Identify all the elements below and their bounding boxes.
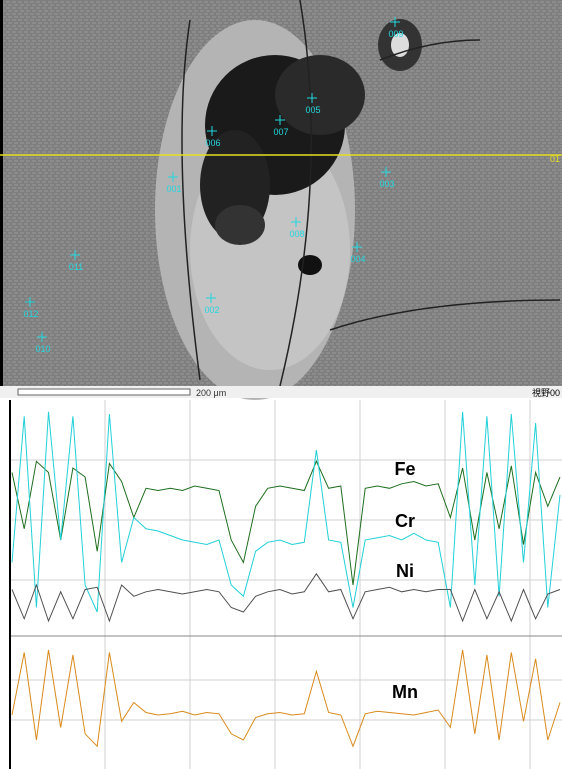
point-marker: 005 bbox=[305, 93, 321, 115]
point-marker: 001 bbox=[166, 172, 182, 194]
profile-line bbox=[11, 649, 561, 748]
point-marker: 004 bbox=[350, 242, 366, 264]
sem-image bbox=[0, 0, 562, 400]
field-label: 視野00 bbox=[532, 387, 560, 398]
profile-grid bbox=[9, 400, 562, 769]
profile-line bbox=[11, 460, 561, 586]
point-marker: 007 bbox=[273, 115, 289, 137]
element-label: Cr bbox=[395, 511, 415, 531]
scan-line-label: 01 bbox=[550, 154, 560, 164]
point-label: 004 bbox=[350, 254, 365, 264]
point-marker: 012 bbox=[23, 297, 39, 319]
profile-line bbox=[11, 572, 561, 623]
element-label: Fe bbox=[394, 459, 415, 479]
point-marker: 006 bbox=[205, 126, 221, 148]
point-label: 005 bbox=[305, 105, 320, 115]
point-marker: 003 bbox=[379, 167, 395, 189]
profile-line bbox=[11, 411, 561, 613]
point-label: 009 bbox=[388, 29, 403, 39]
point-label: 002 bbox=[204, 305, 219, 315]
profiles: Fe Cr Ni Mn bbox=[11, 411, 561, 748]
point-label: 006 bbox=[205, 138, 220, 148]
point-marker: 008 bbox=[289, 217, 305, 239]
element-label: Mn bbox=[392, 682, 418, 702]
point-label: 012 bbox=[23, 309, 38, 319]
point-marker: 002 bbox=[204, 293, 220, 315]
point-label: 010 bbox=[35, 344, 50, 354]
point-label: 007 bbox=[273, 127, 288, 137]
point-marker: 009 bbox=[388, 17, 404, 39]
point-label: 011 bbox=[69, 262, 83, 272]
points: 009 005 007 006 003 001 008 004 011 002 012 010 bbox=[23, 17, 404, 354]
point-label: 003 bbox=[379, 179, 394, 189]
scale-bar-label: 200 μm bbox=[196, 388, 226, 398]
point-marker: 010 bbox=[35, 332, 51, 354]
point-label: 008 bbox=[289, 229, 304, 239]
point-label: 001 bbox=[166, 184, 181, 194]
element-label: Ni bbox=[396, 561, 414, 581]
point-marker: 011 bbox=[69, 250, 83, 272]
scale-strip: 200 μm 視野00 bbox=[0, 386, 562, 398]
